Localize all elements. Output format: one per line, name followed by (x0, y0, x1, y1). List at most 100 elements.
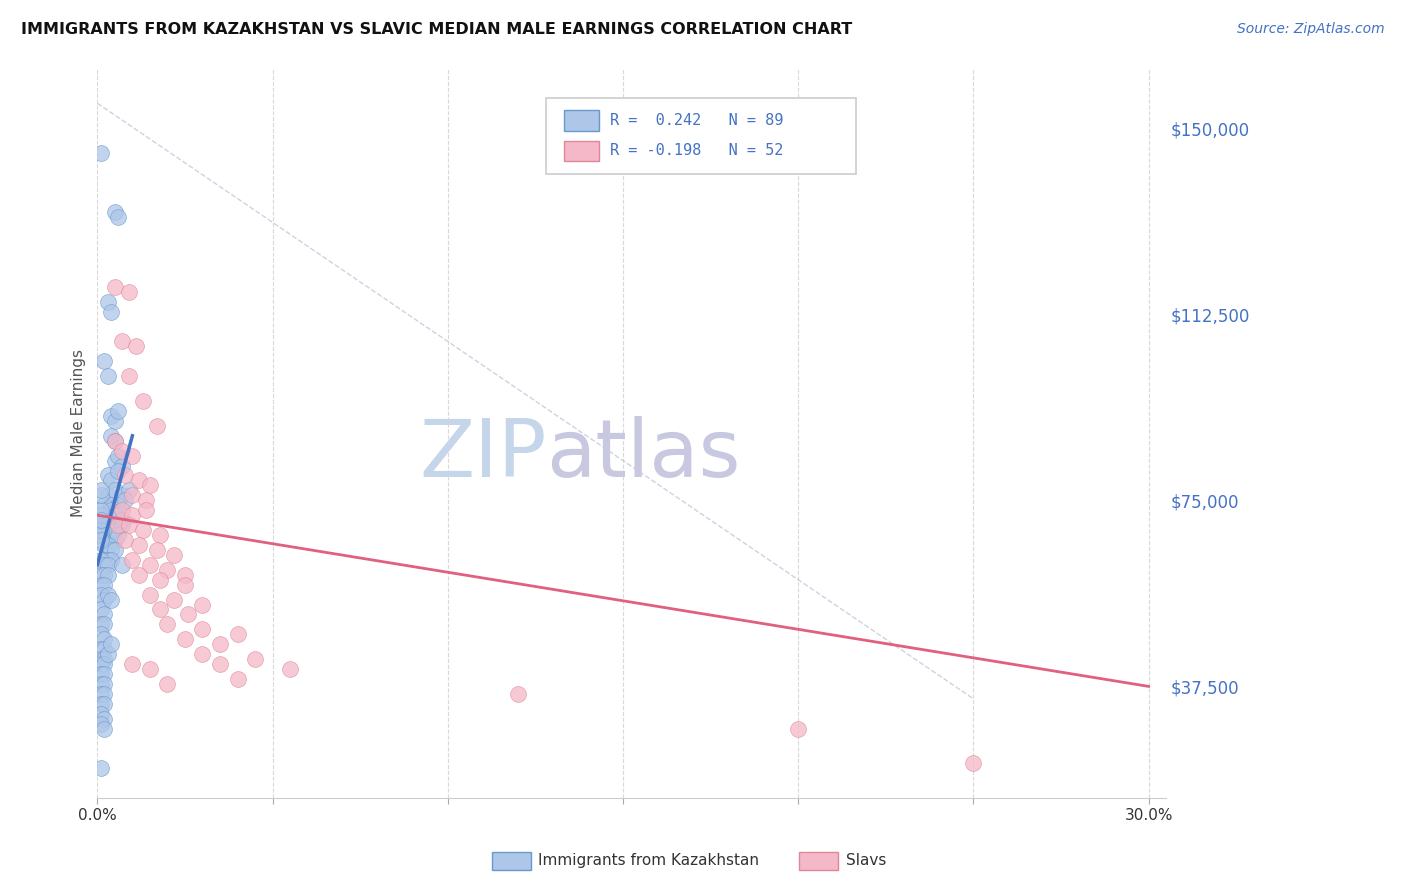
Point (177, 607, 200, 622)
Point (93, 553, 115, 567)
Point (104, 414, 127, 428)
Point (93, 712, 115, 726)
Point (121, 657, 143, 671)
Point (97, 538, 120, 552)
Point (226, 627, 249, 641)
Text: atlas: atlas (547, 417, 741, 494)
Point (191, 598, 214, 612)
Point (100, 637, 122, 651)
Point (90, 716, 112, 731)
Point (107, 498, 129, 512)
Point (97, 518, 120, 533)
Point (121, 508, 143, 523)
Point (128, 474, 150, 488)
Point (93, 508, 115, 523)
Point (97, 468, 120, 483)
Point (90, 528, 112, 542)
Point (93, 617, 115, 632)
Point (93, 687, 115, 701)
Point (174, 577, 197, 591)
Point (107, 528, 129, 542)
Point (100, 474, 122, 488)
Point (104, 483, 127, 498)
Point (90, 652, 112, 666)
Text: IMMIGRANTS FROM KAZAKHSTAN VS SLAVIC MEDIAN MALE EARNINGS CORRELATION CHART: IMMIGRANTS FROM KAZAKHSTAN VS SLAVIC MED… (21, 22, 852, 37)
Point (90, 488, 112, 502)
Point (90, 697, 112, 711)
Point (208, 657, 231, 671)
Point (118, 369, 141, 384)
Point (174, 632, 197, 647)
Point (93, 697, 115, 711)
Point (93, 538, 115, 552)
Point (97, 528, 120, 542)
Point (107, 518, 129, 533)
Point (118, 518, 141, 533)
Point (163, 592, 186, 607)
Point (90, 577, 112, 591)
Point (135, 493, 157, 508)
Point (100, 498, 122, 512)
Point (90, 627, 112, 641)
Point (104, 523, 127, 537)
Point (104, 508, 127, 523)
Point (100, 429, 122, 443)
Point (97, 567, 120, 582)
Point (100, 592, 122, 607)
Point (97, 369, 120, 384)
Point (107, 463, 129, 477)
Point (93, 722, 115, 736)
Point (149, 528, 172, 542)
Point (90, 523, 112, 537)
Text: R =  0.242   N = 89: R = 0.242 N = 89 (610, 112, 783, 128)
Point (125, 339, 148, 353)
Point (97, 294, 120, 309)
Point (121, 553, 143, 567)
Point (111, 458, 134, 473)
Point (506, 687, 529, 701)
Text: ZIP: ZIP (419, 417, 547, 494)
Point (90, 503, 112, 517)
Point (226, 672, 249, 686)
Point (107, 404, 129, 418)
Point (97, 488, 120, 502)
Point (111, 558, 134, 572)
Point (93, 577, 115, 591)
Point (278, 662, 301, 676)
Point (156, 563, 179, 577)
Point (111, 513, 134, 527)
Point (191, 623, 214, 637)
Point (111, 443, 134, 458)
Point (100, 409, 122, 423)
Point (100, 304, 122, 318)
Point (146, 543, 169, 558)
Point (90, 657, 112, 671)
Point (111, 488, 134, 502)
Point (90, 508, 112, 523)
Point (93, 632, 115, 647)
Point (97, 588, 120, 602)
FancyBboxPatch shape (564, 110, 599, 130)
Point (132, 523, 155, 537)
Point (104, 434, 127, 448)
Text: Source: ZipAtlas.com: Source: ZipAtlas.com (1237, 22, 1385, 37)
Point (90, 483, 112, 498)
Point (104, 434, 127, 448)
Point (174, 567, 197, 582)
Text: Slavs: Slavs (846, 854, 887, 868)
FancyBboxPatch shape (564, 141, 599, 161)
Point (118, 285, 141, 299)
Point (97, 558, 120, 572)
Point (104, 280, 127, 294)
Point (114, 533, 136, 547)
FancyBboxPatch shape (547, 98, 856, 174)
Point (121, 449, 143, 463)
Point (156, 677, 179, 691)
Point (121, 488, 143, 502)
Point (90, 602, 112, 616)
Point (93, 677, 115, 691)
Point (128, 538, 150, 552)
Point (149, 573, 172, 587)
Point (114, 468, 136, 483)
Point (139, 558, 162, 572)
